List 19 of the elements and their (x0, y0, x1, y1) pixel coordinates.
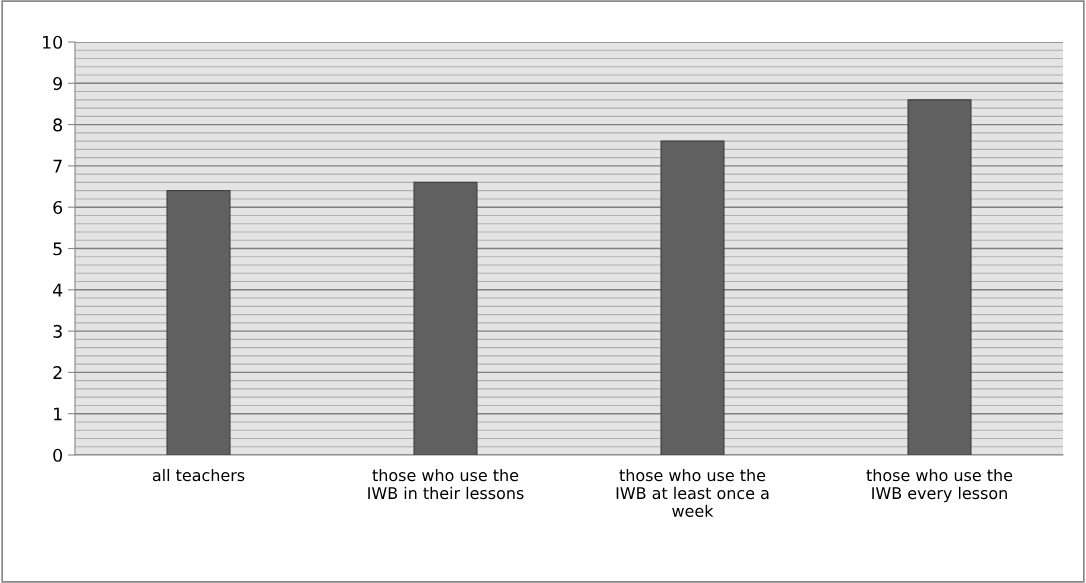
y-tick-label: 0 (53, 448, 63, 462)
y-tick-label: 2 (53, 366, 62, 379)
bar (660, 140, 725, 455)
y-tick-label: 3 (53, 324, 62, 338)
bar (166, 190, 231, 455)
bar (907, 99, 972, 455)
y-tick-label: 9 (53, 77, 62, 91)
y-tick-label: 4 (53, 283, 63, 297)
y-tick-label: 1 (54, 407, 62, 421)
x-tick-label: those who use the IWB at least once a week (616, 468, 769, 518)
y-tick-label: 5 (53, 242, 62, 256)
x-tick-label: those who use the IWB in their lessons (368, 468, 524, 500)
x-tick-label: those who use the IWB every lesson (866, 468, 1013, 503)
y-tick-label: 6 (53, 200, 63, 215)
bar (413, 181, 478, 455)
y-tick-label: 10 (43, 35, 63, 49)
y-tick-label: 7 (53, 159, 62, 173)
x-tick-label: all teachers (152, 468, 245, 482)
y-tick-label: 8 (53, 118, 63, 132)
